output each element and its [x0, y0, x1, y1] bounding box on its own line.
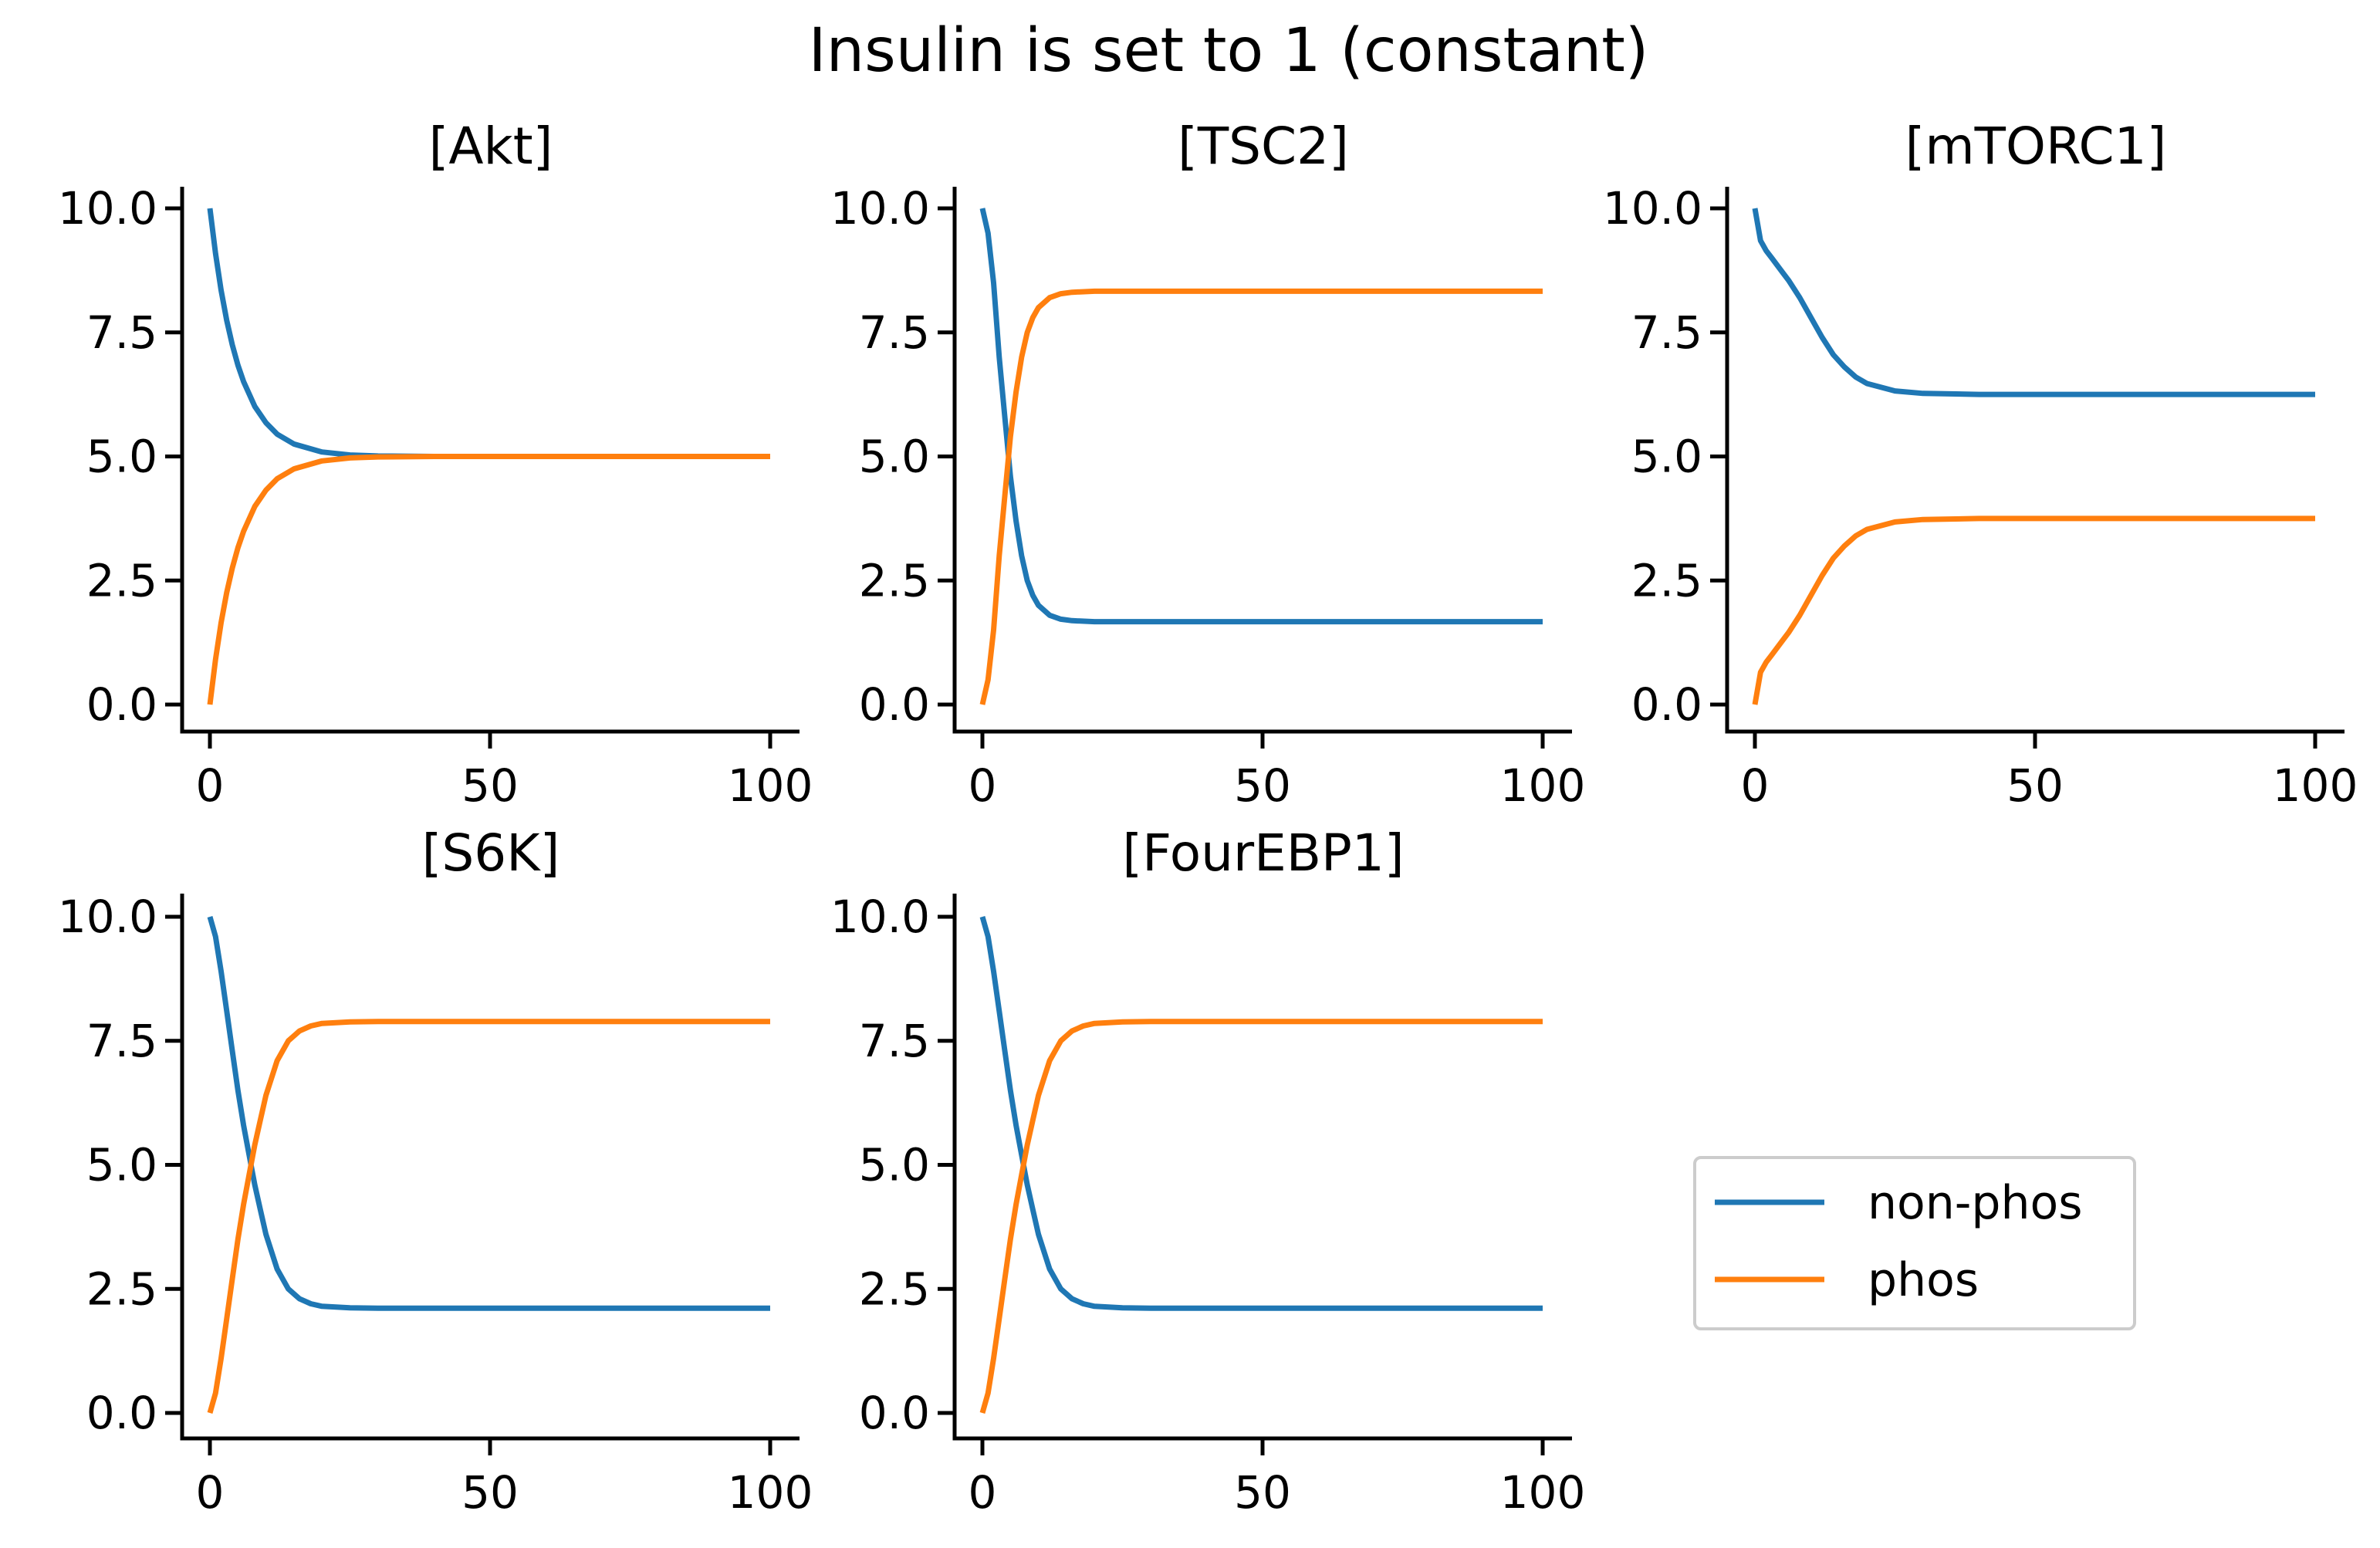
y-tick-label: 0.0 [1631, 678, 1702, 731]
y-tick-label: 10.0 [58, 182, 157, 235]
y-tick-label: 7.5 [86, 306, 157, 359]
subplot-grid: [Akt] 0.0 2.5 5.0 7.5 10.0 0 50 100 [TSC2] 0.0 2.5 5… [58, 117, 2358, 1519]
x-tick-label: 100 [2273, 759, 2358, 812]
series-line-non-phos [207, 208, 770, 459]
legend-label-non-phos: non-phos [1868, 1176, 2083, 1230]
x-tick-label: 50 [1234, 1466, 1291, 1519]
y-tick-label: 0.0 [86, 1387, 157, 1439]
y-tick-label: 2.5 [86, 554, 157, 607]
y-tick-label: 10.0 [830, 891, 930, 943]
y-tick-label: 7.5 [859, 1015, 930, 1067]
subplot-title-fourebp1: [FourEBP1] [1122, 823, 1404, 883]
y-tick-label: 2.5 [86, 1262, 157, 1315]
x-tick-label: 0 [196, 759, 225, 812]
y-tick-label: 2.5 [859, 554, 930, 607]
subplot-title-s6k: [S6K] [422, 823, 560, 883]
y-tick-label: 7.5 [86, 1015, 157, 1067]
subplot-s6k: [S6K] 0.0 2.5 5.0 7.5 10.0 0 50 100 [58, 823, 813, 1519]
x-tick-label: 50 [461, 1466, 519, 1519]
subplot-title-mtorc1: [mTORC1] [1905, 117, 2167, 176]
y-tick-label: 10.0 [830, 182, 930, 235]
series-line-non-phos [979, 208, 1543, 625]
y-tick-label: 2.5 [1631, 554, 1702, 607]
x-tick-label: 100 [728, 759, 813, 812]
x-tick-label: 100 [1500, 759, 1586, 812]
x-tick-label: 0 [196, 1466, 225, 1519]
figure-title: Insulin is set to 1 (constant) [809, 16, 1649, 86]
series-line-phos [1752, 515, 2315, 705]
y-tick-label: 5.0 [859, 431, 930, 483]
y-tick-label: 5.0 [1631, 431, 1702, 483]
x-tick-label: 0 [969, 759, 997, 812]
series-line-non-phos [1752, 208, 2315, 397]
y-tick-label: 10.0 [58, 891, 157, 943]
series-line-phos [979, 288, 1543, 705]
x-tick-label: 0 [1741, 759, 1770, 812]
y-tick-label: 7.5 [859, 306, 930, 359]
y-tick-label: 2.5 [859, 1262, 930, 1315]
x-tick-label: 100 [728, 1466, 813, 1519]
x-tick-label: 0 [969, 1466, 997, 1519]
y-tick-label: 10.0 [1603, 182, 1702, 235]
subplot-title-tsc2: [TSC2] [1178, 117, 1349, 176]
x-tick-label: 50 [2006, 759, 2064, 812]
subplot-tsc2: [TSC2] 0.0 2.5 5.0 7.5 10.0 0 50 100 [830, 117, 1586, 812]
y-tick-label: 0.0 [86, 678, 157, 731]
legend: non-phos phos [1693, 1156, 2136, 1330]
x-tick-label: 50 [1234, 759, 1291, 812]
x-tick-label: 50 [461, 759, 519, 812]
series-line-non-phos [979, 916, 1543, 1311]
y-tick-label: 5.0 [86, 1139, 157, 1191]
series-line-phos [207, 1019, 770, 1414]
y-tick-label: 0.0 [859, 1387, 930, 1439]
y-tick-label: 7.5 [1631, 306, 1702, 359]
legend-label-phos: phos [1868, 1253, 1979, 1307]
x-tick-label: 100 [1500, 1466, 1586, 1519]
subplot-fourebp1: [FourEBP1] 0.0 2.5 5.0 7.5 10.0 0 50 100 [830, 823, 1586, 1519]
y-tick-label: 0.0 [859, 678, 930, 731]
subplot-akt: [Akt] 0.0 2.5 5.0 7.5 10.0 0 50 100 [58, 117, 813, 812]
series-line-phos [207, 454, 770, 705]
series-line-phos [979, 1019, 1543, 1414]
subplot-mtorc1: [mTORC1] 0.0 2.5 5.0 7.5 10.0 0 50 100 [1603, 117, 2358, 812]
series-line-non-phos [207, 916, 770, 1311]
y-tick-label: 5.0 [859, 1139, 930, 1191]
subplot-title-akt: [Akt] [429, 117, 553, 176]
y-tick-label: 5.0 [86, 431, 157, 483]
